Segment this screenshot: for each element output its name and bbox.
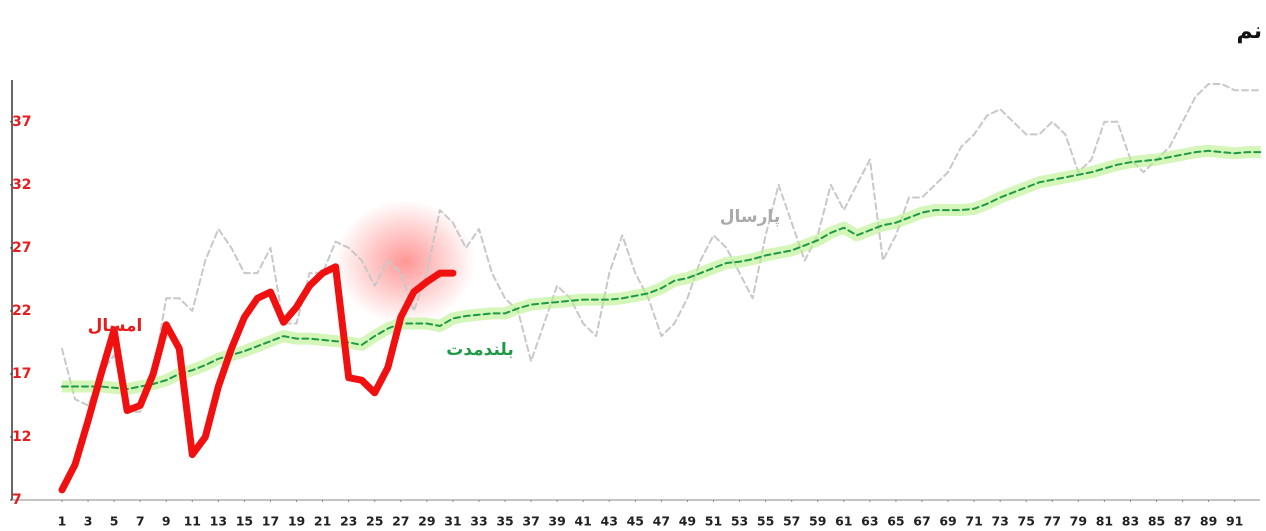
chart-title: نم: [1236, 19, 1262, 44]
y-tick-label: 12: [12, 429, 31, 445]
x-tick-label: 77: [1044, 514, 1061, 529]
line: [61, 83, 1262, 413]
x-tick-label: 41: [574, 514, 591, 529]
y-tick-label: 27: [12, 240, 31, 256]
x-tick-label: 83: [1122, 514, 1139, 529]
line-glow: [62, 144, 1261, 396]
x-tick-label: 31: [444, 514, 461, 529]
x-tick-label: 79: [1070, 514, 1087, 529]
x-tick-label: 23: [340, 514, 357, 529]
x-tick-label: 55: [757, 514, 774, 529]
x-tick-label: 35: [496, 514, 513, 529]
x-tick-label: 3: [84, 514, 93, 529]
x-tick-label: 9: [162, 514, 171, 529]
line: [58, 263, 457, 494]
x-tick-label: 61: [835, 514, 852, 529]
x-tick-label: 7: [136, 514, 145, 529]
x-tick-label: 21: [314, 514, 331, 529]
x-tick-label: 53: [731, 514, 748, 529]
y-tick-label: 22: [12, 303, 31, 319]
x-tick-label: 85: [1148, 514, 1165, 529]
highlight-glow: [335, 200, 475, 324]
x-tick-label: 87: [1174, 514, 1191, 529]
x-tick-label: 65: [887, 514, 904, 529]
x-tick-label: 75: [1018, 514, 1035, 529]
x-tick-label: 91: [1226, 514, 1243, 529]
x-tick-label: 89: [1200, 514, 1217, 529]
y-tick-label: 37: [12, 114, 31, 130]
x-tick-label: 11: [184, 514, 201, 529]
x-tick-label: 5: [110, 514, 119, 529]
x-tick-label: 59: [809, 514, 826, 529]
x-tick-label: 19: [288, 514, 305, 529]
x-tick-label: 47: [653, 514, 670, 529]
y-tick-label: 7: [12, 492, 22, 508]
x-tick-label: 33: [470, 514, 487, 529]
x-tick-label: 27: [392, 514, 409, 529]
x-tick-label: 43: [601, 514, 618, 529]
y-tick-label: 17: [12, 366, 31, 382]
x-tick-label: 57: [783, 514, 800, 529]
x-tick-label: 67: [913, 514, 930, 529]
line: [61, 149, 1262, 391]
series-label: پارسال: [720, 207, 780, 227]
x-tick-label: 29: [418, 514, 435, 529]
y-tick-label: 32: [12, 177, 31, 193]
x-tick-label: 17: [262, 514, 279, 529]
x-tick-label: 45: [627, 514, 644, 529]
x-tick-label: 71: [965, 514, 982, 529]
x-tick-label: 73: [991, 514, 1008, 529]
x-tick-label: 63: [861, 514, 878, 529]
x-tick-label: 51: [705, 514, 722, 529]
x-tick-label: 13: [210, 514, 227, 529]
x-tick-label: 1: [58, 514, 67, 529]
series-label: بلندمدت: [446, 340, 514, 360]
series-label: امسال: [88, 316, 143, 336]
x-tick-label: 69: [939, 514, 956, 529]
x-tick-label: 37: [522, 514, 539, 529]
x-tick-label: 15: [236, 514, 253, 529]
x-tick-label: 49: [679, 514, 696, 529]
x-tick-label: 81: [1096, 514, 1113, 529]
x-tick-label: 25: [366, 514, 383, 529]
x-tick-label: 39: [548, 514, 565, 529]
